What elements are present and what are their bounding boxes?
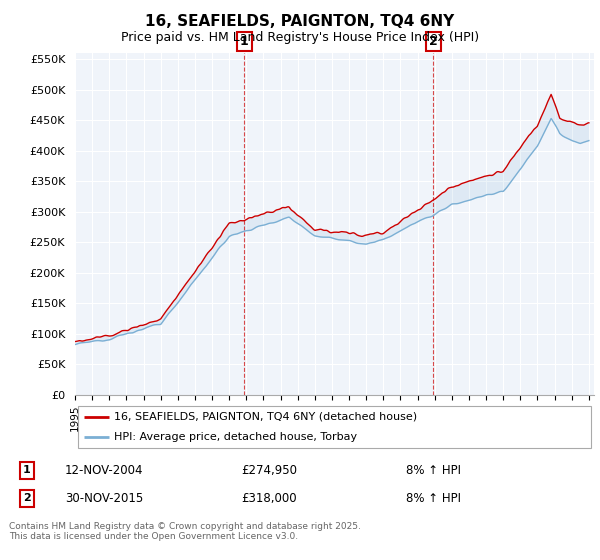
Text: 16, SEAFIELDS, PAIGNTON, TQ4 6NY: 16, SEAFIELDS, PAIGNTON, TQ4 6NY <box>145 14 455 29</box>
Text: HPI: Average price, detached house, Torbay: HPI: Average price, detached house, Torb… <box>114 432 357 442</box>
Text: 8% ↑ HPI: 8% ↑ HPI <box>406 464 461 477</box>
Text: 12-NOV-2004: 12-NOV-2004 <box>65 464 143 477</box>
Text: 2: 2 <box>429 35 438 48</box>
Text: Price paid vs. HM Land Registry's House Price Index (HPI): Price paid vs. HM Land Registry's House … <box>121 31 479 44</box>
Text: 2: 2 <box>23 493 31 503</box>
Text: Contains HM Land Registry data © Crown copyright and database right 2025.
This d: Contains HM Land Registry data © Crown c… <box>9 522 361 542</box>
FancyBboxPatch shape <box>77 405 592 449</box>
Text: £274,950: £274,950 <box>241 464 297 477</box>
Text: 1: 1 <box>23 465 31 475</box>
Text: 16, SEAFIELDS, PAIGNTON, TQ4 6NY (detached house): 16, SEAFIELDS, PAIGNTON, TQ4 6NY (detach… <box>114 412 417 422</box>
Text: 8% ↑ HPI: 8% ↑ HPI <box>406 492 461 505</box>
Text: £318,000: £318,000 <box>241 492 297 505</box>
Text: 30-NOV-2015: 30-NOV-2015 <box>65 492 143 505</box>
Text: 1: 1 <box>239 35 248 48</box>
